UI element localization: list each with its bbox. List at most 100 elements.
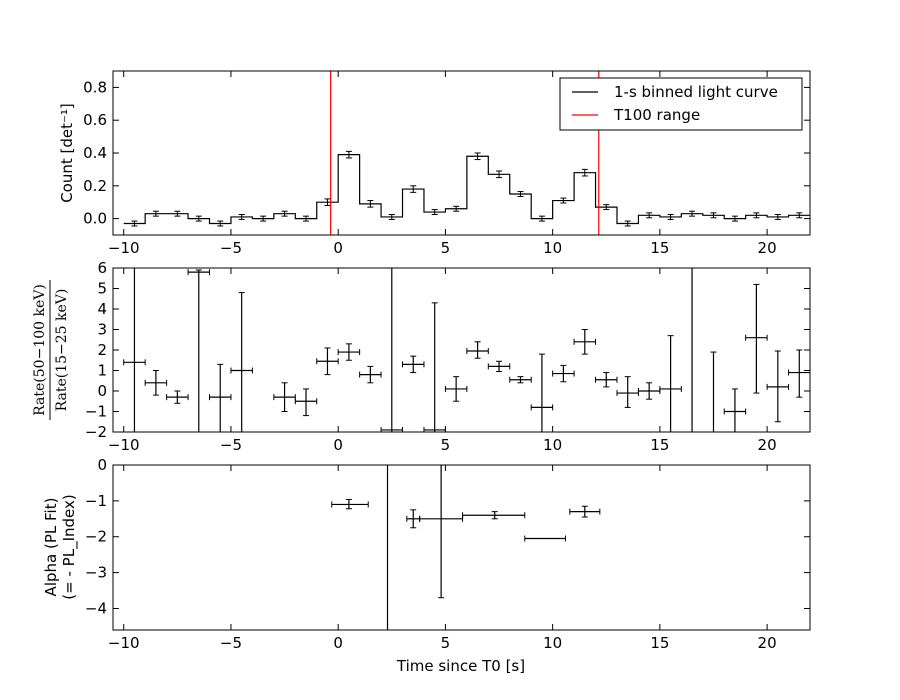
error-bar — [538, 215, 545, 222]
y-axis-label-line1: Alpha (PL Fit) — [42, 498, 60, 597]
data-point — [573, 329, 597, 355]
error-bar — [410, 185, 417, 193]
x-tick-label: 10 — [543, 239, 562, 257]
light-curve-panel: −10 −5 0 5 10 15 20 0.0 0.2 0.4 0.6 0.8 Count [det⁻… — [58, 70, 811, 257]
light-curve-steps — [123, 154, 810, 225]
error-bar — [796, 212, 803, 219]
x-tick-label: 20 — [758, 634, 777, 652]
y-tick-label: 6 — [97, 259, 107, 277]
y-axis-label: Rate(50−100 keV) Rate(15−25 keV) — [32, 280, 70, 420]
data-point — [509, 376, 532, 384]
x-tick-label: 15 — [650, 436, 669, 454]
data-point — [616, 376, 639, 408]
error-bar — [367, 200, 374, 208]
x-tick-label: 10 — [543, 634, 562, 652]
y-tick-label: −2 — [85, 528, 107, 546]
x-tick-label: 0 — [333, 239, 343, 257]
y-tick-label: 4 — [97, 300, 107, 318]
y-axis-label: Alpha (PL Fit) (= - PL_Index) — [42, 494, 79, 599]
data-point — [691, 268, 693, 432]
error-bar — [260, 215, 267, 222]
error-bar — [603, 204, 610, 211]
plot-frame — [112, 70, 811, 236]
data-point — [406, 509, 421, 529]
data-point — [316, 347, 339, 376]
alpha-panel: −10 −5 0 5 10 15 20 0 −1 −2 −3 −4 Alpha (PL Fit) (=… — [42, 456, 811, 675]
data-point — [569, 505, 601, 518]
data-point — [788, 349, 810, 398]
data-point — [419, 465, 464, 599]
y-tick-label: −1 — [85, 403, 107, 421]
error-bar — [131, 220, 138, 227]
legend-label-light-curve: 1-s binned light curve — [614, 83, 778, 101]
y-tick-label: −1 — [85, 492, 107, 510]
data-point — [659, 335, 682, 432]
error-bar — [646, 212, 653, 219]
error-bar — [324, 198, 331, 206]
data-point — [637, 382, 661, 400]
x-tick-label: −10 — [108, 436, 140, 454]
data-point — [144, 370, 168, 396]
y-tick-label: −2 — [85, 423, 107, 441]
y-tick-label: 3 — [97, 321, 107, 339]
data-point — [552, 364, 575, 383]
data-point — [273, 382, 296, 412]
x-tick-label: 15 — [650, 634, 669, 652]
data-point — [710, 351, 717, 432]
y-tick-label: 2 — [97, 341, 107, 359]
y-axis-label: Count [det⁻¹] — [58, 103, 76, 203]
data-point — [359, 365, 382, 384]
data-point — [466, 341, 489, 359]
data-point — [123, 268, 146, 432]
y-tick-label: 5 — [97, 280, 107, 298]
x-tick-label: 0 — [333, 436, 343, 454]
error-bar — [731, 215, 738, 222]
data-point — [723, 388, 747, 432]
x-tick-label: 15 — [650, 239, 669, 257]
data-point — [166, 390, 189, 404]
y-tick-label: 1 — [97, 362, 107, 380]
data-point — [187, 269, 211, 432]
error-bar — [474, 152, 481, 161]
error-bar — [388, 214, 395, 220]
data-point — [462, 511, 526, 520]
x-tick-label: 20 — [758, 239, 777, 257]
error-bar — [517, 191, 524, 197]
data-point — [230, 292, 253, 432]
error-bar — [560, 197, 567, 204]
data-point — [766, 350, 790, 423]
error-bar — [667, 214, 674, 220]
x-tick-label: −5 — [220, 634, 242, 652]
x-tick-label: 5 — [441, 634, 451, 652]
plot-frame — [112, 464, 811, 631]
x-tick-label: −10 — [108, 239, 140, 257]
data-point — [444, 376, 468, 402]
y-axis-label-denominator: Rate(15−25 keV) — [54, 289, 70, 412]
data-point — [337, 343, 361, 361]
data-point — [745, 283, 768, 394]
plot-frame — [112, 267, 811, 433]
error-bar — [453, 205, 460, 212]
x-tick-label: 0 — [333, 634, 343, 652]
data-point — [294, 388, 318, 417]
data-point — [380, 268, 404, 432]
error-bar — [195, 215, 202, 222]
x-tick-label: −5 — [220, 436, 242, 454]
y-tick-label: −4 — [85, 599, 107, 617]
data-point — [209, 363, 232, 432]
x-tick-label: −10 — [108, 634, 140, 652]
data-point — [423, 302, 446, 432]
data-point — [809, 359, 810, 366]
error-bar — [281, 210, 288, 217]
y-tick-label: 0.2 — [83, 177, 107, 195]
error-bar — [689, 210, 696, 217]
y-tick-label: 0.4 — [83, 144, 107, 162]
error-bar — [774, 214, 781, 220]
error-bar — [303, 215, 310, 222]
data-point — [524, 535, 567, 542]
y-tick-label: 0.8 — [83, 78, 107, 96]
y-axis-label-numerator: Rate(50−100 keV) — [32, 284, 48, 416]
error-bar — [496, 170, 503, 179]
error-bar — [238, 214, 245, 220]
